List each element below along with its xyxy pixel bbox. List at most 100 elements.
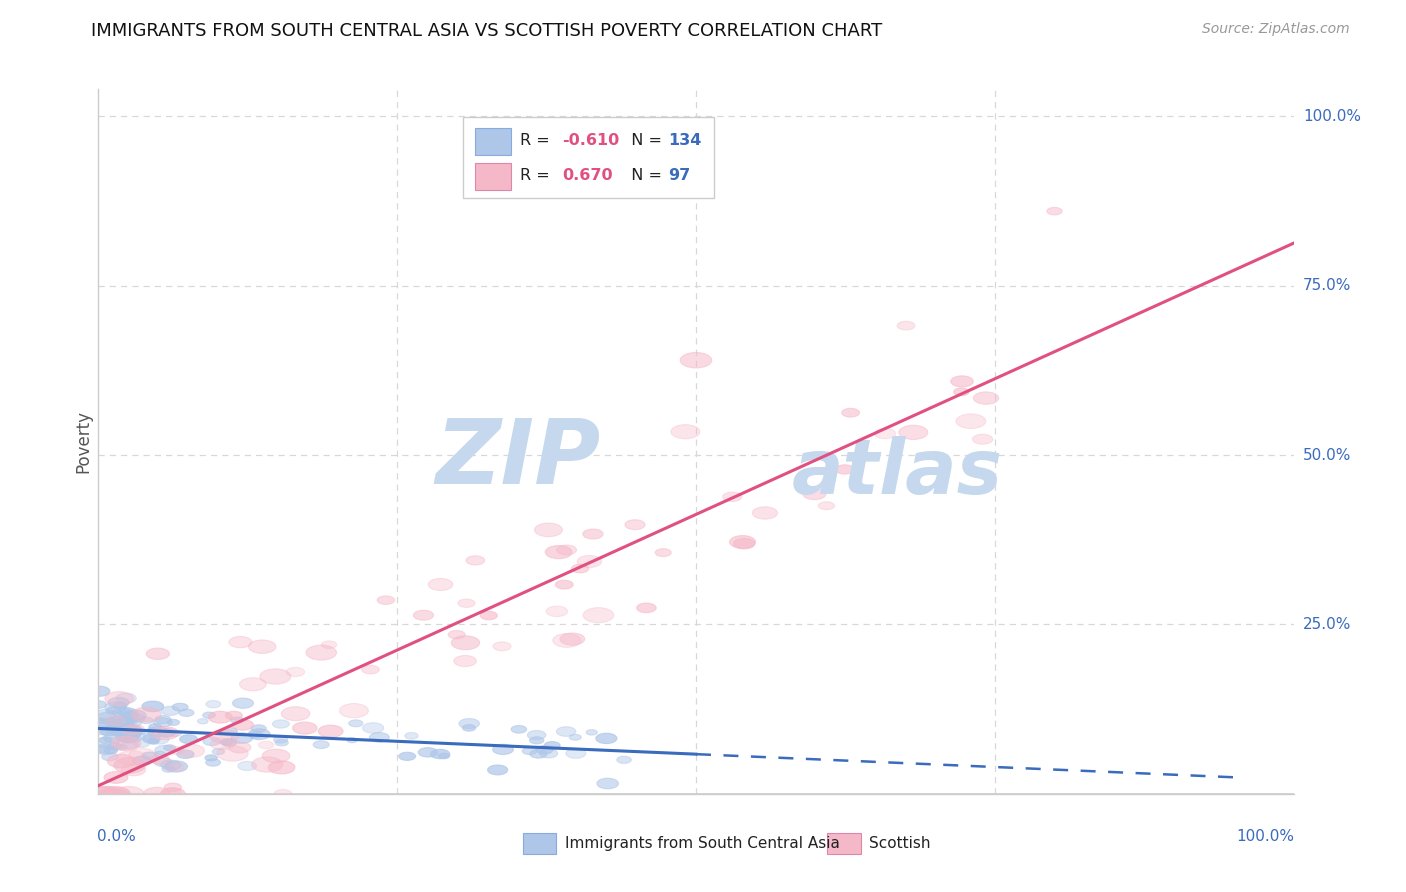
Ellipse shape: [262, 749, 290, 763]
Ellipse shape: [127, 719, 142, 727]
Ellipse shape: [292, 722, 318, 734]
Ellipse shape: [458, 599, 475, 607]
Ellipse shape: [583, 607, 614, 623]
Ellipse shape: [165, 783, 181, 791]
Ellipse shape: [114, 718, 135, 728]
Ellipse shape: [430, 749, 450, 759]
Ellipse shape: [681, 352, 711, 368]
Ellipse shape: [349, 720, 363, 727]
Ellipse shape: [560, 633, 585, 645]
Ellipse shape: [107, 755, 135, 768]
Ellipse shape: [582, 529, 603, 539]
Text: -0.610: -0.610: [562, 133, 620, 148]
Ellipse shape: [222, 739, 238, 746]
Ellipse shape: [205, 759, 221, 766]
Ellipse shape: [105, 691, 134, 706]
Ellipse shape: [624, 520, 645, 530]
Ellipse shape: [143, 732, 156, 739]
Ellipse shape: [155, 751, 166, 756]
Ellipse shape: [274, 789, 292, 798]
Text: N =: N =: [620, 169, 666, 184]
Ellipse shape: [655, 549, 671, 557]
Ellipse shape: [166, 763, 184, 772]
Ellipse shape: [115, 693, 136, 703]
Ellipse shape: [530, 749, 547, 758]
Ellipse shape: [117, 713, 132, 721]
Text: Immigrants from South Central Asia: Immigrants from South Central Asia: [565, 836, 839, 851]
Ellipse shape: [155, 715, 172, 723]
Ellipse shape: [91, 720, 111, 731]
Ellipse shape: [956, 414, 986, 428]
Ellipse shape: [96, 746, 111, 753]
Ellipse shape: [108, 721, 124, 728]
Ellipse shape: [1047, 207, 1062, 215]
Ellipse shape: [111, 720, 122, 724]
Ellipse shape: [127, 734, 142, 742]
Ellipse shape: [202, 712, 215, 718]
Ellipse shape: [142, 752, 157, 760]
Text: 75.0%: 75.0%: [1303, 278, 1351, 293]
Ellipse shape: [104, 747, 118, 754]
Ellipse shape: [202, 737, 221, 746]
Ellipse shape: [104, 772, 128, 783]
Ellipse shape: [134, 739, 150, 747]
Ellipse shape: [117, 751, 146, 765]
Ellipse shape: [148, 727, 167, 737]
Ellipse shape: [377, 596, 395, 605]
Ellipse shape: [274, 736, 288, 743]
Ellipse shape: [803, 488, 825, 500]
Ellipse shape: [167, 719, 180, 725]
Ellipse shape: [540, 749, 558, 758]
Ellipse shape: [249, 731, 263, 738]
Ellipse shape: [307, 645, 336, 660]
Ellipse shape: [152, 727, 179, 739]
Ellipse shape: [569, 734, 581, 740]
Ellipse shape: [231, 732, 253, 743]
Ellipse shape: [127, 730, 142, 738]
FancyBboxPatch shape: [827, 832, 860, 854]
Ellipse shape: [104, 718, 120, 725]
Ellipse shape: [111, 736, 141, 750]
Text: 0.0%: 0.0%: [97, 830, 136, 844]
Text: R =: R =: [520, 133, 555, 148]
Ellipse shape: [179, 709, 194, 716]
Ellipse shape: [132, 756, 152, 765]
Ellipse shape: [211, 738, 235, 750]
Ellipse shape: [129, 725, 145, 732]
Ellipse shape: [146, 648, 170, 659]
Ellipse shape: [522, 747, 537, 755]
Ellipse shape: [177, 750, 194, 758]
Ellipse shape: [953, 388, 969, 396]
Ellipse shape: [413, 610, 433, 620]
Ellipse shape: [752, 507, 778, 519]
Ellipse shape: [150, 755, 170, 764]
Ellipse shape: [160, 788, 186, 800]
Ellipse shape: [114, 718, 134, 728]
Ellipse shape: [557, 545, 576, 555]
Text: IMMIGRANTS FROM SOUTH CENTRAL ASIA VS SCOTTISH POVERTY CORRELATION CHART: IMMIGRANTS FROM SOUTH CENTRAL ASIA VS SC…: [91, 22, 883, 40]
Ellipse shape: [209, 730, 239, 744]
Ellipse shape: [259, 741, 274, 748]
Ellipse shape: [129, 748, 156, 762]
Ellipse shape: [118, 730, 141, 740]
Ellipse shape: [142, 701, 163, 712]
Ellipse shape: [534, 523, 562, 537]
Ellipse shape: [179, 744, 204, 757]
Ellipse shape: [494, 642, 512, 651]
Ellipse shape: [142, 734, 160, 743]
Ellipse shape: [157, 729, 174, 737]
Ellipse shape: [90, 686, 110, 697]
Ellipse shape: [121, 724, 141, 733]
FancyBboxPatch shape: [523, 832, 557, 854]
Ellipse shape: [107, 724, 125, 734]
Text: 97: 97: [668, 169, 690, 184]
Ellipse shape: [276, 739, 288, 746]
Ellipse shape: [229, 637, 252, 648]
Ellipse shape: [842, 409, 859, 417]
Text: N =: N =: [620, 133, 666, 148]
Ellipse shape: [107, 716, 128, 727]
Ellipse shape: [598, 778, 619, 789]
Ellipse shape: [586, 730, 598, 735]
Ellipse shape: [87, 787, 117, 801]
Ellipse shape: [122, 725, 142, 735]
